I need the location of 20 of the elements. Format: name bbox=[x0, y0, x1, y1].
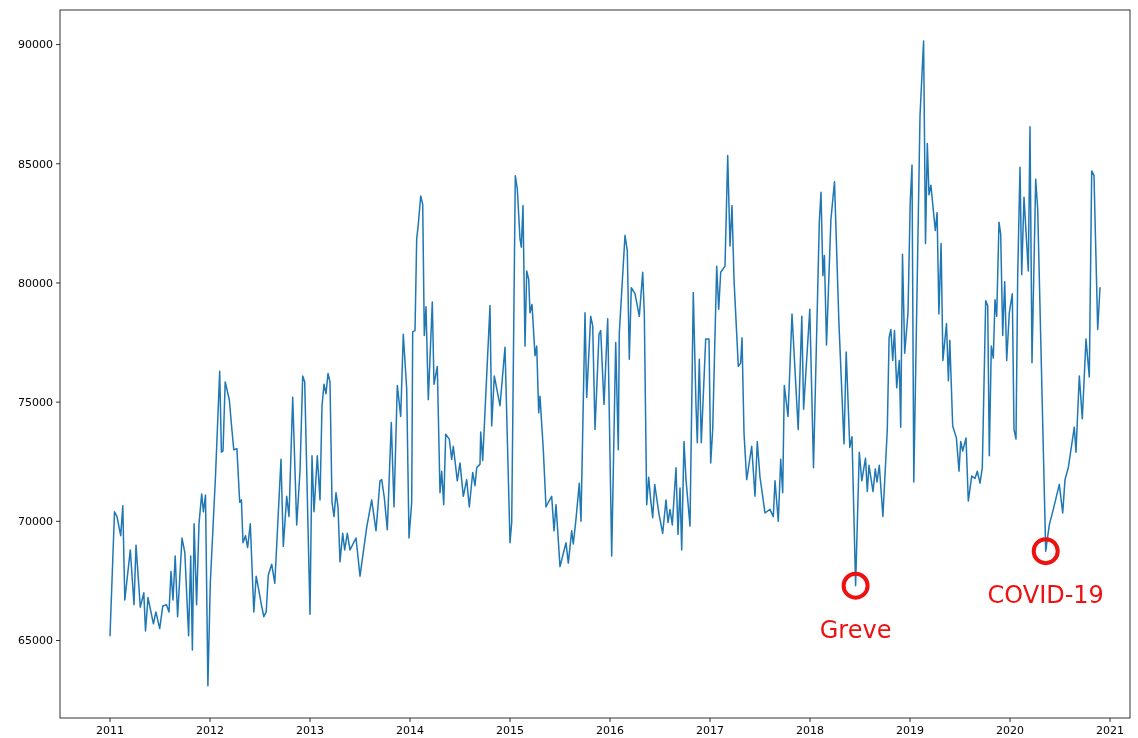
x-tick-label: 2011 bbox=[96, 724, 124, 737]
annotation: COVID-19 bbox=[987, 581, 1104, 610]
x-tick-label: 2014 bbox=[396, 724, 424, 737]
y-tick-label: 70000 bbox=[18, 515, 53, 529]
annotation: Greve bbox=[819, 615, 892, 644]
y-tick-label: 75000 bbox=[18, 395, 53, 409]
x-tick-label: 2019 bbox=[896, 724, 924, 737]
x-tick-label: 2020 bbox=[996, 724, 1024, 737]
x-tick-label: 2018 bbox=[796, 724, 824, 737]
x-tick-label: 2017 bbox=[696, 724, 724, 737]
y-tick-label: 80000 bbox=[18, 276, 53, 290]
y-tick-label: 90000 bbox=[18, 38, 53, 52]
x-tick-label: 2012 bbox=[196, 724, 224, 737]
y-tick-label: 85000 bbox=[18, 157, 53, 171]
x-tick-label: 2016 bbox=[596, 724, 624, 737]
y-tick-label: 65000 bbox=[18, 634, 53, 648]
x-tick-label: 2015 bbox=[496, 724, 524, 737]
x-tick-label: 2021 bbox=[1096, 724, 1124, 737]
line-series bbox=[109, 40, 1101, 687]
x-tick-label: 2013 bbox=[296, 724, 324, 737]
